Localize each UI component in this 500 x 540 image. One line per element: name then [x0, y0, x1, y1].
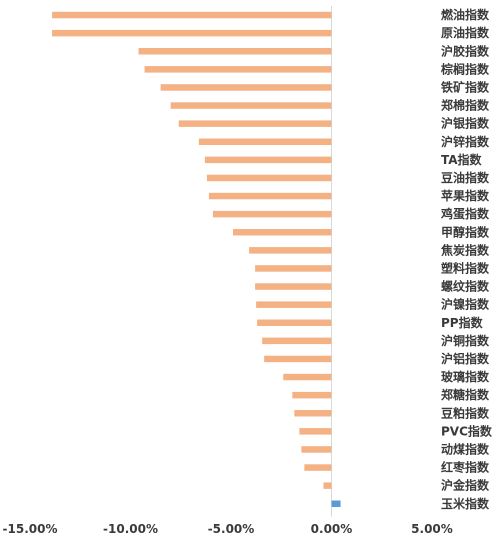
bars-group — [52, 11, 341, 507]
bar-13 — [249, 247, 332, 254]
category-label-9: 豆油指数 — [441, 170, 490, 185]
bar-1 — [52, 29, 332, 37]
bar-23 — [299, 428, 332, 435]
category-label-22: 豆粕指数 — [441, 405, 490, 420]
category-label-0: 燃油指数 — [441, 7, 490, 22]
category-label-27: 玉米指数 — [441, 496, 490, 511]
bar-22 — [294, 410, 332, 417]
bar-10 — [208, 192, 332, 200]
bar-7 — [198, 138, 332, 145]
category-label-4: 铁矿指数 — [441, 79, 490, 94]
category-label-20: 玻璃指数 — [441, 369, 490, 384]
x-tick-label-2: -5.00% — [208, 522, 255, 536]
bar-6 — [178, 120, 332, 127]
category-label-12: 甲醇指数 — [441, 224, 490, 239]
bar-26 — [323, 482, 332, 489]
bar-16 — [256, 301, 332, 308]
bar-5 — [170, 102, 332, 109]
category-label-15: 螺纹指数 — [441, 279, 490, 294]
category-label-16: 沪镍指数 — [441, 297, 490, 312]
bar-8 — [204, 156, 332, 164]
category-label-5: 郑棉指数 — [441, 98, 490, 113]
bar-3 — [144, 66, 332, 73]
category-label-8: TA指数 — [441, 152, 483, 167]
bar-19 — [264, 355, 332, 363]
category-label-26: 沪金指数 — [441, 478, 490, 493]
bar-0 — [52, 11, 332, 19]
category-label-3: 棕榈指数 — [440, 61, 490, 76]
bar-12 — [233, 229, 332, 236]
category-label-24: 动煤指数 — [441, 441, 490, 456]
x-tick-label-4: 5.00% — [411, 522, 453, 536]
category-label-11: 鸡蛋指数 — [440, 206, 490, 221]
category-label-6: 沪银指数 — [441, 116, 490, 131]
category-label-14: 塑料指数 — [441, 260, 490, 275]
bar-21 — [292, 391, 332, 399]
bar-2 — [138, 48, 332, 55]
bar-18 — [262, 337, 332, 345]
x-tick-label-1: -10.00% — [103, 522, 158, 536]
category-label-25: 红枣指数 — [441, 460, 490, 475]
bar-20 — [283, 373, 332, 381]
x-tick-label-0: -15.00% — [3, 522, 58, 536]
category-label-19: 沪铝指数 — [441, 351, 490, 366]
category-label-23: PVC指数 — [441, 423, 493, 438]
bar-11 — [212, 210, 332, 218]
category-label-1: 原油指数 — [441, 25, 490, 40]
bar-4 — [160, 84, 332, 91]
category-label-13: 焦炭指数 — [440, 242, 490, 257]
category-label-21: 郑糖指数 — [441, 387, 490, 402]
bar-15 — [255, 283, 332, 290]
x-tick-label-3: 0.00% — [311, 522, 353, 536]
category-label-2: 沪胶指数 — [441, 43, 490, 58]
bar-14 — [255, 265, 332, 272]
x-tick-labels-group: -15.00% -10.00% -5.00% 0.00% 5.00% — [3, 522, 453, 536]
bar-24 — [301, 446, 332, 453]
category-label-10: 苹果指数 — [441, 188, 490, 203]
bar-25 — [304, 464, 332, 471]
category-label-17: PP指数 — [441, 315, 484, 330]
category-label-18: 沪铜指数 — [441, 333, 490, 348]
category-label-7: 沪锌指数 — [441, 134, 490, 149]
bar-9 — [206, 174, 332, 182]
bar-27 — [331, 500, 341, 507]
bar-17 — [257, 319, 332, 326]
